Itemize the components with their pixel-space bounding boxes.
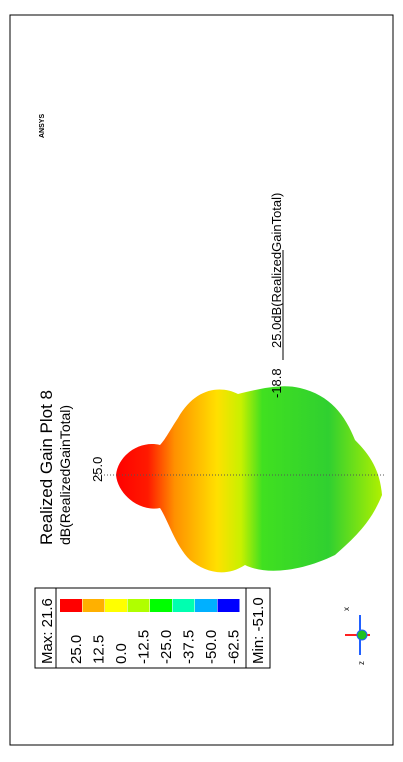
legend-swatch bbox=[83, 599, 105, 612]
legend: Max: 21.6 Min: -51.0 25.0 12.5 0.0 -12.5 -25… bbox=[35, 588, 270, 668]
legend-swatch bbox=[173, 599, 195, 612]
plot-subtitle: dB(RealizedGainTotal) bbox=[57, 405, 73, 545]
legend-swatch bbox=[128, 599, 150, 612]
legend-value: -50.0 bbox=[203, 630, 220, 664]
legend-value: 25.0 bbox=[68, 635, 85, 664]
legend-swatch bbox=[150, 599, 172, 612]
plot-title: Realized Gain Plot 8 bbox=[37, 390, 56, 545]
legend-min: Min: -51.0 bbox=[250, 597, 267, 664]
legend-swatch bbox=[105, 599, 127, 612]
legend-swatch bbox=[60, 599, 82, 612]
brand: ANSYS bbox=[39, 114, 46, 138]
radiation-pattern bbox=[116, 386, 382, 572]
peak-label: 25.0 bbox=[90, 457, 105, 482]
ring-label: -18.8 bbox=[269, 368, 284, 398]
legend-swatch bbox=[195, 599, 217, 612]
plot-window: ANSYS Realized Gain Plot 8 dB(RealizedGa… bbox=[0, 0, 403, 762]
legend-value: -37.5 bbox=[181, 630, 198, 664]
axis-x-label: x bbox=[342, 607, 351, 611]
axis-triad: x z bbox=[342, 607, 370, 665]
legend-value: -62.5 bbox=[226, 630, 243, 664]
legend-value: -25.0 bbox=[158, 630, 175, 664]
scale-label: 25.0dB(RealizedGainTotal) bbox=[269, 193, 284, 348]
legend-value: 0.0 bbox=[113, 643, 130, 664]
legend-value: -12.5 bbox=[136, 630, 153, 664]
legend-swatch bbox=[218, 599, 240, 612]
axis-z-label: z bbox=[357, 661, 366, 665]
triad-origin bbox=[357, 630, 367, 640]
legend-max: Max: 21.6 bbox=[39, 598, 56, 664]
legend-value: 12.5 bbox=[91, 635, 108, 664]
